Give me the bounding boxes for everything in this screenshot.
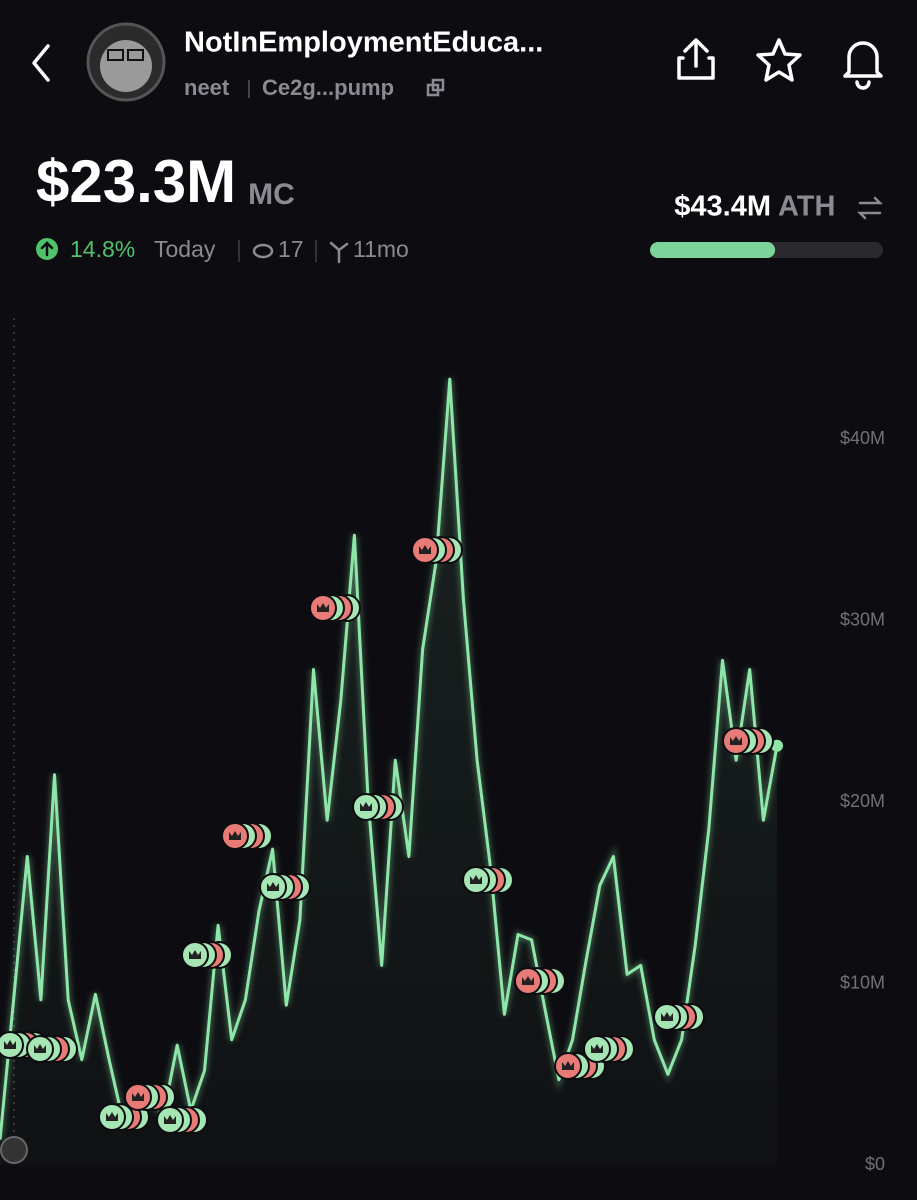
y-tick-label: $10M [840,972,885,992]
change-period: Today [154,236,216,262]
marker-icon [562,1061,574,1070]
address[interactable]: Ce2g...pump [262,75,394,100]
marker-icon [730,736,742,745]
marker-icon [317,603,329,612]
marker-icon [522,976,534,985]
marker-icon [419,545,431,554]
marker-icon [661,1012,673,1021]
copy-icon[interactable] [426,78,445,97]
y-tick-label: $30M [840,609,885,629]
ath-value: $43.4M [674,191,771,223]
marker-icon [360,802,372,811]
alert-button[interactable] [843,41,883,90]
marker-icon [132,1092,144,1101]
watchers: 17 [278,236,304,262]
area [0,379,777,1166]
y-tick-label: $0 [865,1154,885,1174]
marker-icon [106,1112,118,1121]
eye-icon [252,243,274,259]
last-point [771,739,783,752]
marker-icon [470,875,482,884]
marker-icon [34,1044,46,1053]
ath-progress [650,242,776,258]
trade-markers [0,536,774,1134]
marker-icon [267,882,279,891]
marker-icon [229,831,241,840]
marker-icon [4,1040,16,1049]
toggle-icon[interactable] [856,196,884,220]
ticker: neet [184,75,230,100]
marker-icon [189,950,201,959]
market-cap: $23.3M [36,148,236,215]
market-cap-unit: MC [248,178,295,211]
token-title: NotInEmploymentEduca... [184,27,543,59]
y-tick-label: $40M [840,428,885,448]
change: 14.8% [70,236,135,262]
age: 11mo [353,236,409,262]
ath-unit: ATH [778,191,835,223]
star-button[interactable] [756,38,802,82]
share-button[interactable] [677,38,715,80]
marker-icon [164,1115,176,1124]
marker-icon [591,1044,603,1053]
sprout-icon [329,241,349,264]
handle[interactable] [0,1136,28,1164]
back-button[interactable] [32,44,50,82]
y-tick-label: $20M [840,791,885,811]
avatar[interactable] [86,22,166,102]
